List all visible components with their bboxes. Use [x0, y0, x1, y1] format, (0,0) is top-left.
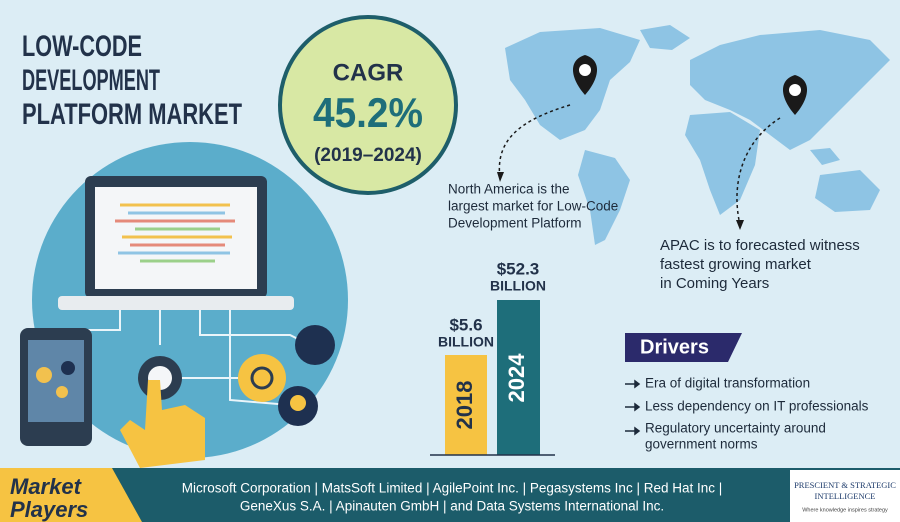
- logo-box: [790, 470, 900, 522]
- region-note: largest market for Low-Code: [448, 199, 618, 214]
- bar-unit: BILLION: [438, 334, 494, 350]
- title-line: DEVELOPMENT: [22, 64, 160, 97]
- bar-unit: BILLION: [490, 278, 546, 294]
- cagr-value: 45.2%: [313, 89, 423, 136]
- gear-icon: [238, 354, 286, 402]
- bullet-arrows: [625, 379, 641, 436]
- hand: [120, 380, 205, 468]
- icon: [56, 386, 68, 398]
- arrow-head: [736, 220, 744, 230]
- logo-name: PRESCIENT & STRATEGIC: [794, 480, 896, 490]
- players-label: Market: [10, 474, 83, 499]
- laptop-base: [58, 296, 294, 310]
- map-pin: [572, 55, 598, 95]
- bar-year: 2024: [504, 353, 529, 403]
- region-note: APAC is to forecasted witness: [660, 237, 860, 254]
- players-label-bg: [0, 468, 142, 522]
- driver-item: Less dependency on IT professionals: [645, 399, 869, 414]
- driver-item: government norms: [645, 437, 758, 452]
- bar-year: 2018: [452, 381, 477, 430]
- region-note: Development Platform: [448, 216, 582, 231]
- region-note: fastest growing market: [660, 256, 812, 273]
- players-list: Microsoft Corporation | MatsSoft Limited…: [182, 481, 723, 496]
- code-lines: [115, 203, 235, 263]
- bar-amount: $5.6: [449, 315, 482, 334]
- footer-band: [0, 468, 900, 522]
- logo-name: INTELLIGENCE: [815, 491, 876, 501]
- icon: [61, 361, 75, 375]
- dashed-pointer: [736, 117, 781, 226]
- map-pin: [782, 75, 808, 115]
- icon: [36, 367, 52, 383]
- players-list: GeneXus S.A. | Apinauten GmbH | and Data…: [240, 499, 664, 514]
- title-line: PLATFORM MARKET: [22, 98, 242, 131]
- players-label: Players: [10, 497, 88, 522]
- drivers-banner: [625, 333, 742, 362]
- cagr-label: CAGR: [333, 59, 404, 86]
- arrow-head: [497, 172, 504, 182]
- region-note: in Coming Years: [660, 275, 769, 292]
- cagr-circle: [278, 15, 458, 195]
- driver-item: Regulatory uncertainty around: [645, 421, 826, 436]
- bar: [445, 355, 487, 455]
- phone-screen: [28, 340, 84, 422]
- title-line: LOW-CODE: [22, 30, 142, 63]
- logo-tagline: Where knowledge inspires strategy: [802, 507, 888, 513]
- bulb: [290, 395, 306, 411]
- bar-amount: $52.3: [497, 259, 540, 278]
- drivers-title: Drivers: [640, 336, 709, 358]
- gear: [250, 366, 274, 390]
- icon: [295, 325, 335, 365]
- cagr-period: (2019–2024): [314, 145, 422, 166]
- region-note: North America is the: [448, 182, 570, 197]
- bar: [497, 300, 540, 455]
- world-map: [505, 25, 890, 245]
- driver-item: Era of digital transformation: [645, 376, 810, 391]
- dashed-pointer: [498, 104, 571, 179]
